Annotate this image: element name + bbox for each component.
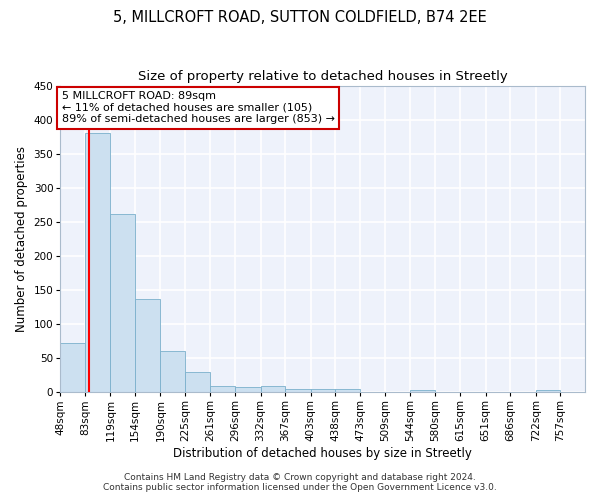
Title: Size of property relative to detached houses in Streetly: Size of property relative to detached ho… bbox=[138, 70, 508, 83]
X-axis label: Distribution of detached houses by size in Streetly: Distribution of detached houses by size … bbox=[173, 447, 472, 460]
Bar bbox=[185, 372, 211, 392]
Bar bbox=[135, 299, 160, 392]
Bar bbox=[536, 390, 560, 392]
Bar bbox=[285, 389, 311, 392]
Text: Contains HM Land Registry data © Crown copyright and database right 2024.
Contai: Contains HM Land Registry data © Crown c… bbox=[103, 473, 497, 492]
Bar bbox=[60, 344, 85, 392]
Bar bbox=[160, 352, 185, 393]
Text: 5 MILLCROFT ROAD: 89sqm
← 11% of detached houses are smaller (105)
89% of semi-d: 5 MILLCROFT ROAD: 89sqm ← 11% of detache… bbox=[62, 91, 335, 124]
Text: 5, MILLCROFT ROAD, SUTTON COLDFIELD, B74 2EE: 5, MILLCROFT ROAD, SUTTON COLDFIELD, B74… bbox=[113, 10, 487, 25]
Bar bbox=[311, 389, 335, 392]
Bar bbox=[85, 134, 110, 392]
Y-axis label: Number of detached properties: Number of detached properties bbox=[15, 146, 28, 332]
Bar bbox=[335, 389, 360, 392]
Bar bbox=[110, 214, 135, 392]
Bar bbox=[260, 386, 285, 392]
Bar bbox=[235, 387, 260, 392]
Bar bbox=[410, 390, 436, 392]
Bar bbox=[211, 386, 235, 392]
